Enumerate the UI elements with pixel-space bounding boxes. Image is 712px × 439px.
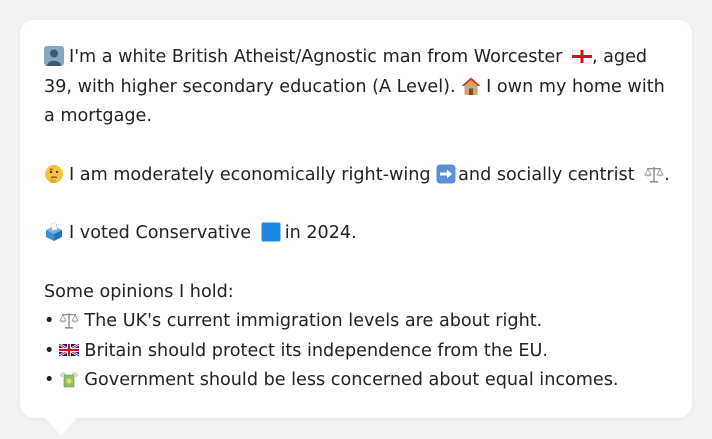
opinions-heading: Some opinions I hold: bbox=[44, 281, 234, 302]
politics-text-a: I am moderately economically right-wing bbox=[69, 164, 431, 185]
opinion-item: • Government should be less concerned ab… bbox=[44, 366, 674, 396]
right-arrow-icon bbox=[436, 164, 456, 184]
intro-text-b: , aged 39, with higher secondary educati… bbox=[44, 47, 648, 97]
house-icon bbox=[461, 76, 481, 96]
message-bubble: I'm a white British Atheist/Agnostic man… bbox=[20, 20, 692, 418]
bubble-tail bbox=[44, 417, 78, 435]
balance-scale-icon bbox=[644, 164, 664, 184]
vote-text-b: in 2024. bbox=[284, 223, 357, 243]
opinion-text: The UK's current immigration levels are … bbox=[84, 311, 543, 331]
person-silhouette-icon bbox=[44, 46, 64, 66]
politics-text-c: . bbox=[664, 164, 670, 185]
opinion-text: Britain should protect its independence … bbox=[84, 340, 548, 361]
blue-square-icon bbox=[261, 222, 281, 242]
union-jack-flag-icon bbox=[59, 340, 80, 360]
balance-scale-icon bbox=[59, 310, 80, 330]
opinion-text: Government should be less concerned abou… bbox=[84, 370, 619, 390]
vote-text-a: I voted Conservative bbox=[69, 223, 252, 243]
profile-text: I'm a white British Atheist/Agnostic man… bbox=[44, 43, 674, 396]
opinion-item: • The UK's current immigration levels ar… bbox=[44, 307, 674, 337]
bullet-marker: • bbox=[44, 340, 55, 361]
england-flag-icon bbox=[571, 46, 592, 66]
politics-text-b: and socially centrist bbox=[458, 164, 635, 185]
bullet-marker: • bbox=[44, 370, 55, 390]
intro-text-c: I own my home with a mortgage. bbox=[44, 76, 665, 127]
intro-paragraph: I'm a white British Atheist/Agnostic man… bbox=[44, 43, 674, 132]
intro-text-a: I'm a white British Atheist/Agnostic man… bbox=[69, 47, 563, 67]
opinion-item: • Britain should protect its independenc… bbox=[44, 337, 674, 367]
bullet-marker: • bbox=[44, 311, 55, 331]
vote-paragraph: I voted Conservative in 2024. bbox=[44, 219, 674, 249]
politics-paragraph: I am moderately economically right-wing … bbox=[44, 161, 674, 191]
money-with-wings-icon bbox=[59, 369, 79, 389]
ballot-box-icon bbox=[44, 222, 64, 242]
thinking-face-icon bbox=[44, 164, 64, 184]
